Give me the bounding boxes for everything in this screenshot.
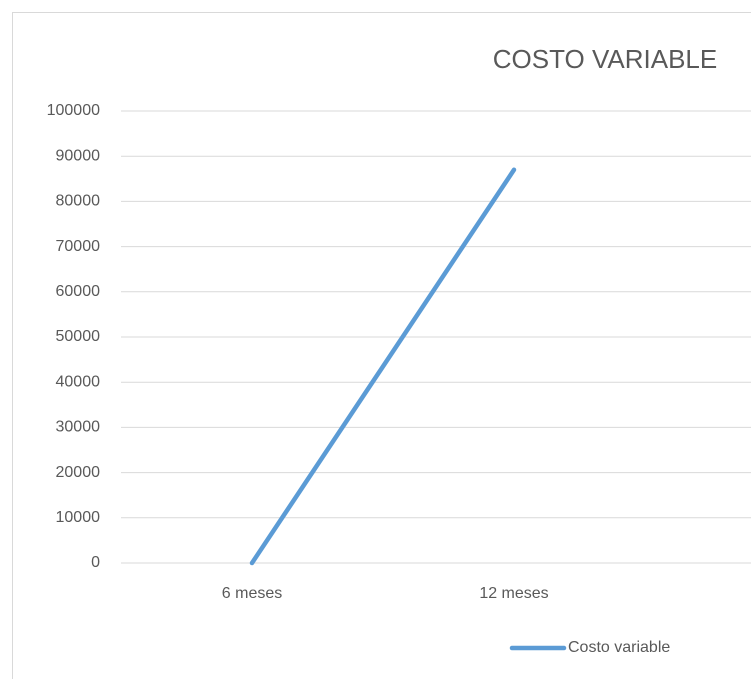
x-tick-label: 12 meses xyxy=(479,585,548,602)
y-tick-label: 0 xyxy=(91,554,100,571)
legend-label: Costo variable xyxy=(568,639,670,656)
y-tick-label: 90000 xyxy=(56,147,101,164)
y-tick-label: 30000 xyxy=(56,419,101,436)
y-tick-label: 100000 xyxy=(47,102,100,119)
y-tick-label: 80000 xyxy=(56,193,101,210)
y-tick-label: 40000 xyxy=(56,373,101,390)
chart-title: COSTO VARIABLE xyxy=(493,44,717,74)
y-tick-label: 20000 xyxy=(56,464,101,481)
y-tick-label: 70000 xyxy=(56,238,101,255)
y-tick-label: 10000 xyxy=(56,509,101,526)
y-tick-label: 50000 xyxy=(56,328,101,345)
y-tick-label: 60000 xyxy=(56,283,101,300)
chart-border xyxy=(12,12,751,679)
data-line xyxy=(249,167,517,566)
x-tick-label: 6 meses xyxy=(222,585,282,602)
